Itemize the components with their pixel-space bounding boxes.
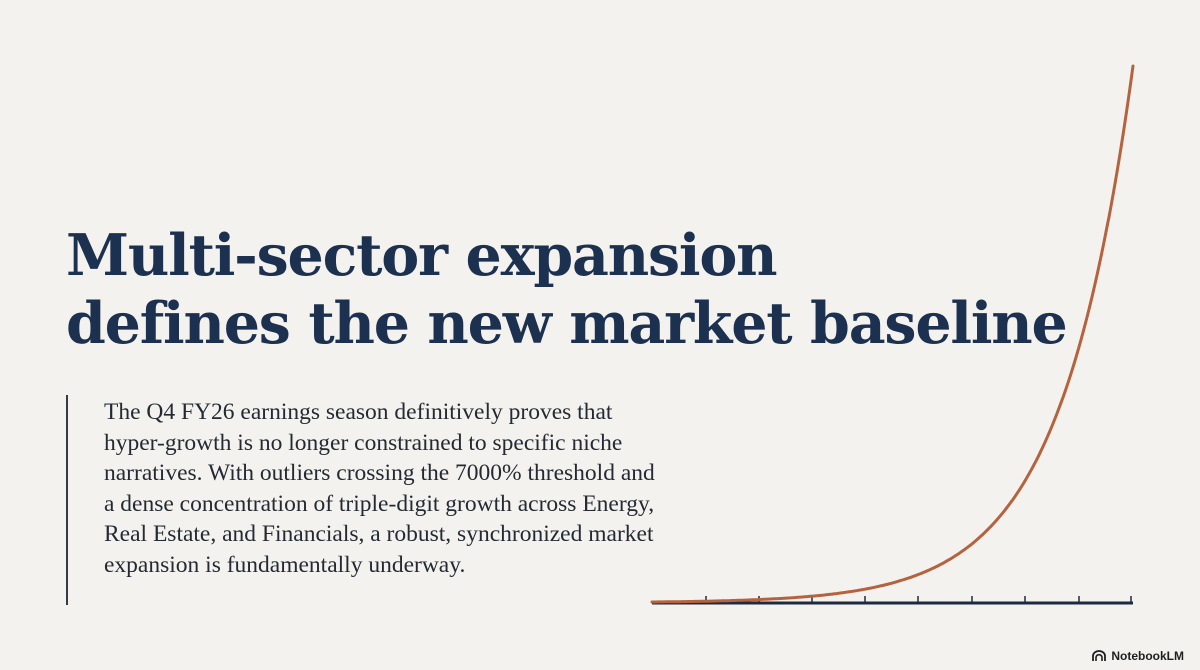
title-line-2: defines the new market baseline	[66, 290, 1068, 357]
title-line-1: Multi-sector expansion	[66, 222, 778, 289]
slide-title: Multi-sector expansion defines the new m…	[66, 222, 1068, 358]
brand-watermark: NotebookLM	[1092, 649, 1184, 663]
growth-curve	[650, 64, 1135, 604]
body-paragraph: The Q4 FY26 earnings season definitively…	[104, 399, 655, 578]
quote-bar	[66, 395, 68, 605]
brand-label: NotebookLM	[1111, 649, 1184, 663]
notebooklm-logo-icon	[1092, 650, 1107, 661]
